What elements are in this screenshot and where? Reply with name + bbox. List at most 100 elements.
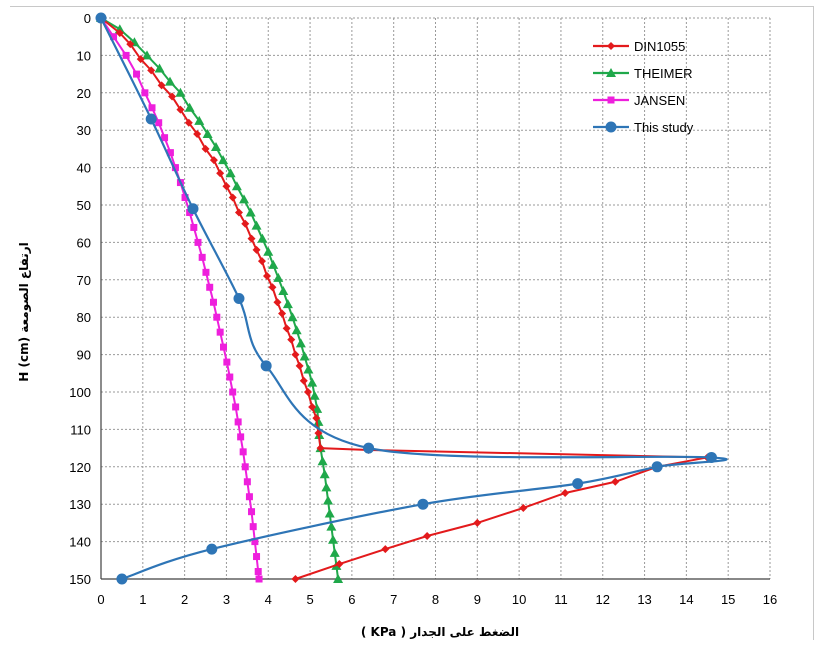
- data-point-this-study: [651, 461, 663, 473]
- x-tick-label: 13: [637, 592, 651, 607]
- x-tick-label: 6: [348, 592, 355, 607]
- y-tick-label: 20: [77, 86, 91, 101]
- data-point-theimer: [141, 50, 152, 60]
- data-point-jansen: [234, 418, 242, 426]
- data-point-din1055: [157, 81, 166, 90]
- data-point-din1055: [312, 414, 321, 423]
- x-axis-title: الضغط على الجدار ( KPa ): [361, 625, 519, 639]
- data-point-jansen: [213, 313, 221, 321]
- legend-label-this-study: This study: [634, 120, 694, 135]
- series-line-this-study: [100, 17, 728, 581]
- x-tick-label: 14: [679, 592, 693, 607]
- data-point-din1055: [168, 92, 177, 101]
- data-point-jansen: [232, 403, 240, 411]
- x-tick-labels: 0 1 2 3 4 5 6 7 8 9 10 11 12 13 14 15 16: [97, 592, 777, 607]
- data-point-din1055: [611, 477, 620, 486]
- data-point-jansen: [122, 51, 130, 59]
- series-line-theimer: [100, 17, 340, 580]
- legend-label-din1055: DIN1055: [634, 39, 685, 54]
- x-tick-label: 0: [97, 592, 104, 607]
- data-point-din1055: [228, 193, 237, 202]
- series-theimer: [96, 13, 344, 583]
- series-din1055: [97, 14, 712, 583]
- data-point-theimer: [225, 168, 236, 178]
- data-point-din1055: [136, 55, 145, 64]
- data-point-this-study: [206, 543, 218, 555]
- data-point-this-study: [363, 442, 375, 454]
- data-point-this-study: [260, 360, 272, 372]
- data-point-din1055: [262, 272, 271, 281]
- data-point-jansen: [245, 493, 253, 501]
- legend-marker-jansen: [607, 96, 615, 104]
- y-tick-label: 120: [69, 460, 91, 475]
- data-point-din1055: [247, 234, 256, 243]
- data-point-jansen: [253, 553, 261, 561]
- data-point-this-study: [572, 478, 584, 490]
- legend-item-this-study: This study: [593, 120, 694, 135]
- legend-item-jansen: JANSEN: [593, 93, 685, 108]
- legend: DIN1055 THEIMER JANSEN This study: [593, 39, 694, 135]
- data-point-theimer: [164, 76, 175, 86]
- data-point-theimer: [202, 128, 213, 138]
- data-point-din1055: [257, 257, 266, 266]
- data-point-theimer: [268, 259, 279, 269]
- legend-marker-theimer: [606, 68, 616, 77]
- x-tick-label: 16: [763, 592, 777, 607]
- data-point-jansen: [171, 164, 179, 172]
- y-tick-label: 100: [69, 385, 91, 400]
- series-jansen: [97, 14, 263, 583]
- series-this-study: [95, 12, 728, 585]
- data-point-theimer: [333, 574, 344, 583]
- data-point-this-study: [116, 573, 128, 585]
- data-point-din1055: [176, 105, 185, 114]
- data-point-din1055: [519, 503, 528, 512]
- data-point-theimer: [231, 181, 242, 191]
- data-point-jansen: [249, 523, 257, 531]
- data-point-theimer: [210, 142, 221, 152]
- data-point-this-study: [705, 451, 717, 463]
- data-point-jansen: [226, 373, 234, 381]
- x-tick-label: 2: [181, 592, 188, 607]
- y-tick-label: 80: [77, 310, 91, 325]
- data-point-theimer: [245, 207, 256, 217]
- data-point-theimer: [263, 246, 274, 256]
- data-point-this-study: [187, 203, 199, 215]
- data-point-theimer: [218, 155, 229, 165]
- data-point-jansen: [220, 343, 228, 351]
- data-point-theimer: [295, 338, 306, 348]
- data-point-din1055: [561, 488, 570, 497]
- data-point-jansen: [223, 358, 231, 366]
- legend-marker-this-study: [605, 121, 617, 133]
- data-point-jansen: [181, 194, 189, 202]
- x-tick-label: 12: [596, 592, 610, 607]
- legend-marker-din1055: [607, 42, 615, 50]
- data-point-jansen: [243, 478, 251, 486]
- data-point-din1055: [209, 156, 218, 165]
- data-point-jansen: [190, 223, 198, 231]
- y-tick-label: 110: [70, 422, 91, 437]
- data-point-theimer: [278, 286, 289, 296]
- data-point-jansen: [248, 508, 256, 516]
- data-point-jansen: [194, 238, 202, 246]
- data-point-theimer: [273, 272, 284, 282]
- data-point-din1055: [473, 518, 482, 527]
- data-point-theimer: [303, 364, 314, 374]
- data-point-theimer: [307, 377, 318, 387]
- data-point-jansen: [110, 33, 118, 41]
- data-point-this-study: [417, 498, 429, 510]
- x-tick-label: 5: [306, 592, 313, 607]
- data-point-theimer: [257, 233, 268, 243]
- data-point-theimer: [194, 115, 205, 125]
- legend-label-theimer: THEIMER: [634, 66, 693, 81]
- data-point-din1055: [115, 28, 124, 37]
- data-point-jansen: [255, 575, 263, 583]
- data-point-din1055: [282, 324, 291, 333]
- y-tick-label: 70: [77, 273, 91, 288]
- data-point-jansen: [216, 328, 224, 336]
- y-tick-label: 50: [77, 198, 91, 213]
- data-point-theimer: [184, 102, 195, 112]
- data-point-din1055: [291, 350, 300, 359]
- data-point-jansen: [148, 104, 156, 112]
- data-point-din1055: [303, 388, 312, 396]
